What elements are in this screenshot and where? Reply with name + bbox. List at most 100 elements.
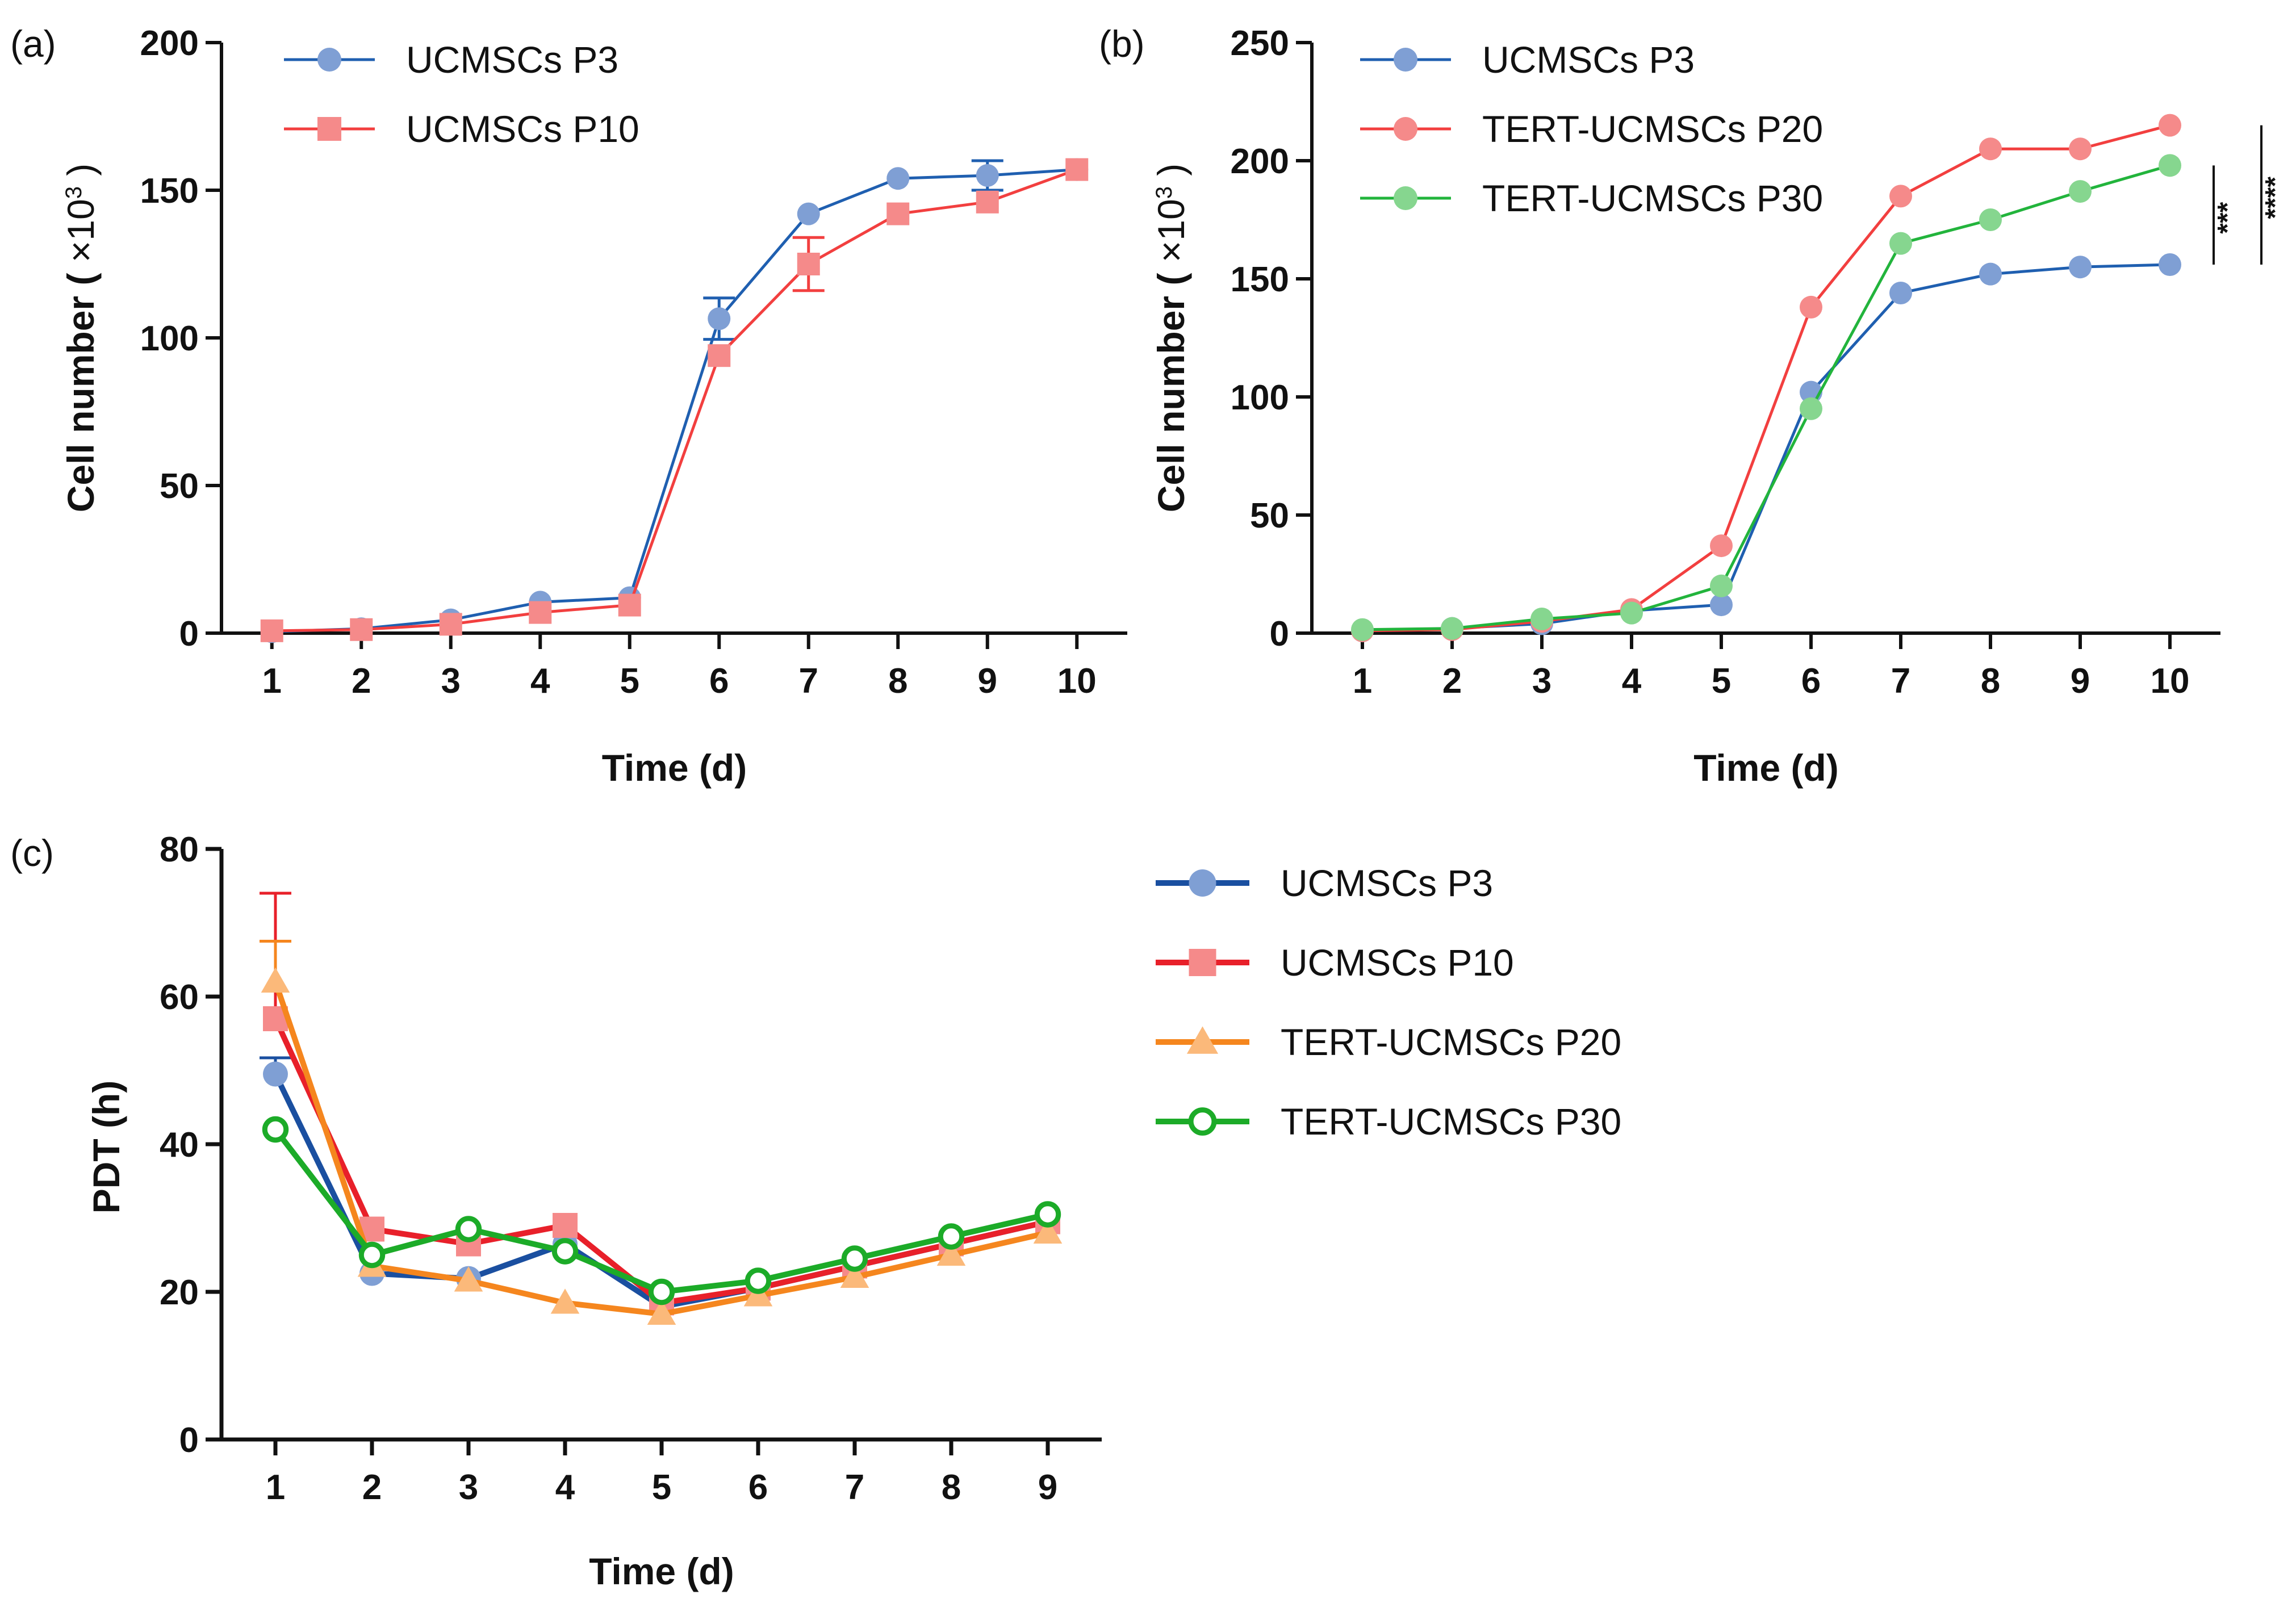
data-point: [886, 202, 910, 225]
series-1: [260, 158, 1089, 642]
y-tick-label: 0: [179, 614, 199, 654]
data-point: [1979, 208, 2002, 231]
x-tick-label: 8: [1981, 662, 2000, 701]
data-point: [260, 619, 283, 642]
data-point: [1710, 534, 1733, 558]
legend: UCMSCs P3 TERT-UCMSCs P20 TERT-UCMSCs P30: [1360, 39, 1823, 219]
y-tick-label: 20: [160, 1273, 199, 1312]
x-tick-label: 9: [2071, 662, 2090, 701]
data-point: [1979, 262, 2002, 286]
y-tick-label: 50: [160, 467, 199, 506]
series-line: [273, 981, 1049, 1317]
series-3: [262, 1116, 1061, 1305]
series-line: [271, 168, 1078, 633]
data-point: [455, 1216, 482, 1242]
data-point: [1065, 158, 1089, 181]
data-point: [708, 307, 731, 330]
y-axis-title: Cell number ( ×103 ): [1150, 164, 1192, 513]
significance-label: ****: [2260, 177, 2290, 219]
x-tick-label: 4: [555, 1468, 575, 1507]
legend: UCMSCs P3 UCMSCs P10 TERT-UCMSCs P20 TERT-U…: [1156, 862, 1621, 1143]
legend-label: UCMSCs P3: [1281, 862, 1493, 904]
data-point: [1979, 137, 2002, 161]
data-point: [840, 1262, 869, 1288]
y-axis-title-part: ×10: [1150, 199, 1192, 262]
data-point: [529, 601, 552, 624]
legend-label: TERT-UCMSCs P30: [1482, 177, 1823, 219]
data-point: [841, 1245, 868, 1272]
data-point: [976, 190, 999, 214]
data-point: [1351, 618, 1374, 641]
x-axis-title: Time (d): [589, 1550, 734, 1592]
data-point: [551, 1238, 579, 1265]
legend-swatch-marker: [1394, 186, 1417, 210]
x-tick-label: 7: [845, 1468, 864, 1507]
series-0: [1351, 253, 2181, 642]
data-point: [1710, 574, 1733, 597]
data-point: [2069, 137, 2092, 161]
x-tick-label: 8: [888, 662, 907, 701]
data-point: [745, 1267, 772, 1294]
x-tick-label: 9: [1038, 1468, 1057, 1507]
series-0: [260, 158, 1089, 643]
panel-label: (b): [1099, 23, 1145, 65]
data-point: [1034, 1201, 1061, 1228]
legend-label: TERT-UCMSCs P20: [1281, 1021, 1621, 1063]
x-tick-label: 10: [2151, 662, 2190, 701]
legend-swatch-marker: [1186, 1026, 1219, 1054]
x-tick-label: 5: [620, 662, 639, 701]
panel-label: (a): [10, 23, 56, 65]
legend-item: TERT-UCMSCs P20: [1156, 1021, 1621, 1063]
y-axis-title-part: ×10: [60, 199, 102, 262]
data-point: [550, 1288, 580, 1314]
y-tick-label: 60: [160, 978, 199, 1017]
data-point: [439, 613, 462, 636]
legend-item: UCMSCs P10: [284, 108, 639, 150]
y-axis-title: PDT (h): [85, 1081, 127, 1214]
data-point: [1530, 608, 1553, 631]
legend-swatch-marker: [1394, 48, 1417, 72]
y-axis-title-part: 3: [61, 186, 86, 199]
data-point: [350, 618, 373, 641]
x-tick-label: 2: [352, 662, 371, 701]
legend-label: TERT-UCMSCs P20: [1482, 108, 1823, 150]
data-point: [647, 1299, 676, 1325]
y-tick-label: 250: [1231, 24, 1289, 63]
legend-swatch-marker: [1188, 1107, 1217, 1136]
legend-label: UCMSCs P10: [1281, 941, 1514, 984]
data-point: [2069, 256, 2092, 279]
legend-swatch-marker: [317, 48, 341, 72]
x-tick-label: 10: [1057, 662, 1097, 701]
legend-swatch-marker: [317, 117, 341, 141]
series-2: [1351, 154, 2181, 641]
y-axis-title-part: 3: [1152, 186, 1177, 199]
data-point: [648, 1278, 675, 1305]
data-point: [886, 167, 910, 190]
y-axis-title-part: ): [1150, 164, 1192, 186]
legend-label: TERT-UCMSCs P30: [1281, 1100, 1621, 1143]
x-tick-label: 3: [441, 662, 461, 701]
x-tick-label: 3: [1532, 662, 1551, 701]
data-point: [262, 1116, 289, 1143]
series-line: [1362, 263, 2170, 633]
x-tick-label: 6: [709, 662, 729, 701]
legend-label: UCMSCs P10: [406, 108, 639, 150]
data-point: [797, 253, 820, 275]
series-line: [271, 168, 1077, 633]
legend-item: TERT-UCMSCs P30: [1156, 1100, 1621, 1143]
x-tick-label: 5: [652, 1468, 671, 1507]
x-tick-label: 7: [1891, 662, 1910, 701]
x-tick-label: 5: [1712, 662, 1731, 701]
y-tick-label: 40: [160, 1125, 199, 1165]
data-point: [618, 593, 641, 617]
legend-swatch-marker: [1394, 117, 1417, 141]
data-point: [261, 967, 290, 993]
data-point: [1033, 1218, 1063, 1244]
chart-panel-b: (b) 0 50 100 150 200 250 1 2 3 4 5 6 7 8 9 10 Time (d) Cel…: [1099, 23, 2290, 789]
legend-item: UCMSCs P10: [1156, 941, 1514, 984]
legend-item: UCMSCs P3: [284, 39, 618, 81]
legend-swatch-marker: [1189, 949, 1216, 976]
data-point: [553, 1213, 578, 1238]
y-tick-label: 0: [1270, 614, 1289, 654]
